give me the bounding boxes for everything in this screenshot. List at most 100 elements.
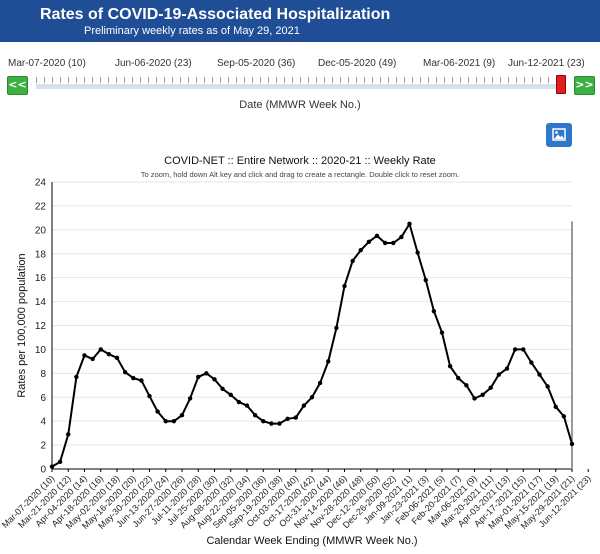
data-point <box>171 418 177 424</box>
previous-week-button[interactable]: << <box>7 76 28 95</box>
data-point <box>374 233 380 239</box>
y-tick-label: 8 <box>40 369 46 380</box>
y-tick-label: 12 <box>35 321 47 332</box>
timeline-label: Jun-12-2021 (23) <box>508 58 585 69</box>
data-point <box>496 372 502 377</box>
data-point <box>309 395 315 400</box>
data-point <box>488 385 493 390</box>
timeline-label: Dec-05-2020 (49) <box>318 58 397 69</box>
y-tick-label: 20 <box>35 225 47 236</box>
data-point <box>131 375 136 381</box>
data-point <box>545 384 550 389</box>
y-tick-label: 24 <box>35 178 47 189</box>
timeline-slider-handle[interactable] <box>556 75 566 94</box>
timeline-label: Mar-06-2021 (9) <box>423 58 496 69</box>
data-point <box>382 240 388 246</box>
data-point <box>122 369 128 375</box>
y-tick-label: 16 <box>35 273 47 284</box>
data-point <box>464 383 469 388</box>
data-point <box>49 464 55 469</box>
data-point <box>155 409 160 414</box>
timeline-label: Jun-06-2020 (23) <box>115 58 192 69</box>
data-point <box>90 356 95 362</box>
data-point <box>228 392 233 398</box>
chart-title: COVID-NET :: Entire Network :: 2020-21 :… <box>164 155 436 167</box>
y-tick-label: 4 <box>40 417 46 428</box>
data-point <box>252 412 258 418</box>
data-point <box>106 352 112 357</box>
data-point <box>114 355 120 360</box>
data-point <box>139 378 144 383</box>
data-point <box>366 239 372 244</box>
data-point <box>447 363 453 369</box>
timeline-slider-track[interactable] <box>36 84 562 89</box>
data-point <box>147 393 152 399</box>
chart-subtitle: To zoom, hold down Alt key and click and… <box>140 170 460 179</box>
y-axis-label: Rates per 100,000 population <box>16 253 28 397</box>
data-point <box>521 347 526 352</box>
data-point <box>196 374 201 380</box>
data-point <box>415 250 420 255</box>
data-point <box>98 347 103 352</box>
y-tick-label: 0 <box>40 465 46 476</box>
data-point <box>261 418 266 424</box>
data-point <box>74 374 79 380</box>
data-point <box>472 396 477 401</box>
data-point <box>293 415 298 420</box>
data-point <box>350 258 355 264</box>
data-point <box>82 353 87 358</box>
data-point <box>301 403 307 408</box>
download-image-button[interactable] <box>546 123 572 147</box>
y-tick-label: 18 <box>35 249 47 260</box>
data-point <box>187 396 193 401</box>
timeline-label: Mar-07-2020 (10) <box>8 58 86 69</box>
data-point <box>212 377 217 382</box>
x-axis-label: Calendar Week Ending (MMWR Week No.) <box>206 535 417 547</box>
data-point <box>326 359 331 364</box>
data-point <box>537 372 542 377</box>
data-point <box>504 366 510 371</box>
data-point <box>423 277 428 283</box>
y-tick-label: 6 <box>40 393 46 404</box>
data-point <box>163 418 168 424</box>
data-point <box>407 221 412 227</box>
data-point <box>342 283 347 289</box>
y-tick-label: 14 <box>35 297 47 308</box>
data-point <box>569 441 575 447</box>
data-point <box>204 371 209 376</box>
data-point <box>480 392 485 398</box>
data-point <box>317 380 323 386</box>
data-point <box>236 399 242 405</box>
y-tick-label: 10 <box>35 345 47 356</box>
data-point <box>220 386 225 392</box>
data-point <box>456 375 461 381</box>
data-point <box>358 247 363 253</box>
data-point <box>334 325 339 331</box>
data-point <box>244 403 250 408</box>
data-point <box>57 459 63 465</box>
next-week-button[interactable]: >> <box>574 76 595 95</box>
data-point <box>439 330 445 335</box>
timeline-caption: Date (MMWR Week No.) <box>239 99 361 111</box>
timeline-ticks <box>36 77 562 83</box>
data-point <box>431 308 437 314</box>
data-point <box>391 240 396 246</box>
data-point <box>277 421 282 426</box>
image-icon <box>552 128 566 141</box>
y-tick-label: 22 <box>35 201 47 212</box>
data-point <box>561 414 567 419</box>
data-point <box>179 412 185 418</box>
series-line <box>51 221 573 468</box>
y-tick-label: 2 <box>40 441 46 452</box>
data-point <box>66 432 71 437</box>
data-point <box>399 234 404 240</box>
timeline-label: Sep-05-2020 (36) <box>217 58 296 69</box>
data-point <box>512 347 518 352</box>
data-point <box>553 404 558 410</box>
data-point <box>285 416 290 421</box>
header-banner: Rates of COVID-19-Associated Hospitaliza… <box>0 0 600 42</box>
data-point <box>269 421 274 426</box>
page-subtitle: Preliminary weekly rates as of May 29, 2… <box>84 25 300 37</box>
page-title: Rates of COVID-19-Associated Hospitaliza… <box>40 6 391 23</box>
